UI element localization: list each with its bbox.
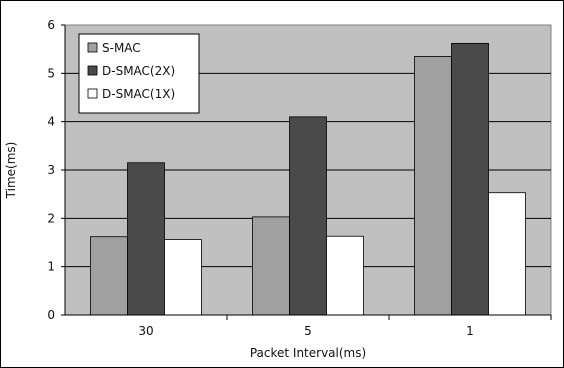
x-axis-title: Packet Interval(ms) bbox=[250, 346, 366, 360]
y-tick-label: 4 bbox=[47, 115, 55, 129]
bar bbox=[451, 42, 489, 316]
bar bbox=[164, 239, 202, 316]
y-tick-label: 2 bbox=[47, 211, 55, 225]
x-tick-label: 1 bbox=[466, 324, 474, 338]
axes: 0 1 2 3 4 5 6 30 5 1 bbox=[47, 18, 552, 338]
bar bbox=[326, 235, 364, 316]
bar bbox=[289, 116, 327, 316]
y-tick-label: 1 bbox=[47, 260, 55, 274]
y-tick-label: 6 bbox=[47, 18, 55, 32]
x-tick-label: 5 bbox=[304, 324, 312, 338]
legend-swatch bbox=[87, 65, 98, 76]
y-tick-label: 5 bbox=[47, 66, 55, 80]
legend-swatch bbox=[87, 88, 98, 99]
x-tick-label: 30 bbox=[138, 324, 153, 338]
bar bbox=[127, 162, 165, 316]
y-tick-label: 3 bbox=[47, 163, 55, 177]
legend-label: D-SMAC(2X) bbox=[102, 64, 175, 78]
bar bbox=[414, 56, 452, 316]
legend-label: D-SMAC(1X) bbox=[102, 87, 175, 101]
legend-box bbox=[78, 33, 200, 114]
legend: S-MAC D-SMAC(2X) D-SMAC(1X) bbox=[78, 33, 200, 114]
legend-label: S-MAC bbox=[102, 41, 141, 55]
bar bbox=[488, 192, 526, 316]
bars bbox=[90, 42, 526, 316]
y-axis-title: Time(ms) bbox=[4, 142, 18, 200]
bar bbox=[252, 216, 290, 316]
legend-swatch bbox=[87, 42, 98, 53]
y-tick-label: 0 bbox=[47, 308, 55, 322]
bar bbox=[90, 236, 128, 316]
